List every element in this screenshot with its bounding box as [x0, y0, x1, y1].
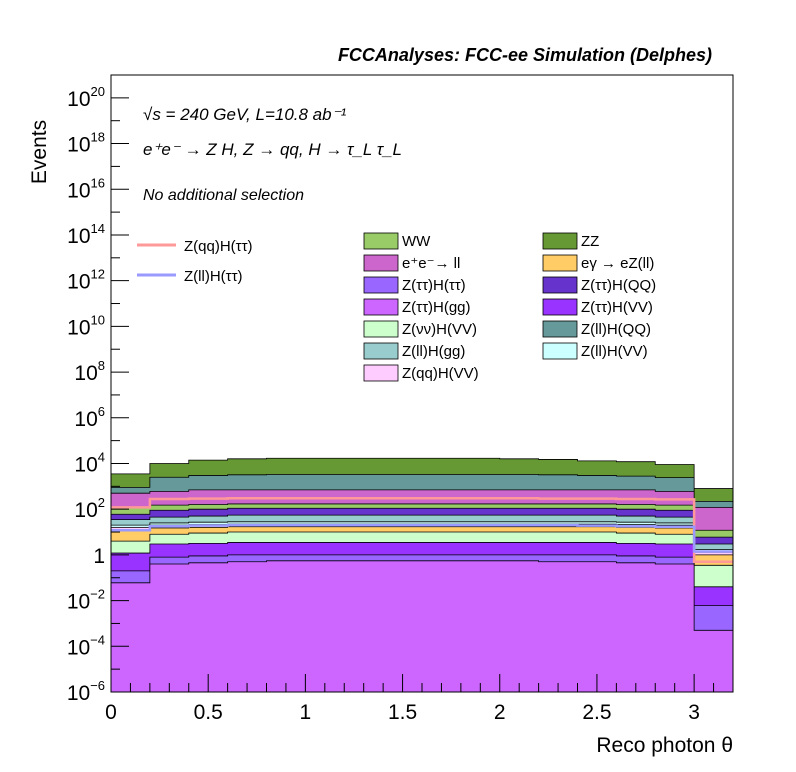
x-tick-label: 3 [688, 701, 700, 724]
legend-fill-swatch [542, 342, 578, 360]
stack-z-h-gg- [110, 560, 734, 693]
legend-fill-swatch [363, 320, 399, 338]
legend-entry-label: Z(ττ)H(ττ) [402, 277, 466, 294]
energy-lumi-annotation: √s = 240 GeV, L=10.8 ab⁻¹ [143, 105, 347, 124]
y-tick-label: 1020 [67, 84, 105, 111]
legend-fill-swatch [363, 298, 399, 316]
legend-entry-label: Z(νν)H(VV) [402, 321, 477, 338]
y-tick-label: 1010 [67, 312, 105, 339]
y-tick-label: 108 [74, 358, 105, 385]
legend-fill-swatch [542, 298, 578, 316]
legend-fill-swatch [363, 276, 399, 294]
legend-entry-label: Z(ττ)H(QQ) [581, 277, 656, 294]
chart-title: FCCAnalyses: FCC-ee Simulation (Delphes) [338, 45, 712, 65]
y-tick-label: 1012 [67, 267, 105, 294]
legend-fill-swatch [363, 364, 399, 382]
y-tick-label: 10−6 [67, 678, 105, 705]
legend-entry-label: WW [402, 233, 431, 250]
y-tick-label: 1014 [67, 221, 105, 248]
x-tick-label: 0 [105, 701, 117, 724]
legend-entry-label: Z(ll)H(ττ) [184, 268, 243, 285]
x-tick-label: 1 [300, 701, 312, 724]
legend-entry-label: Z(ll)H(QQ) [581, 321, 651, 338]
legend-entry-label: Z(ll)H(VV) [581, 343, 648, 360]
x-tick-label: 1.5 [388, 701, 417, 724]
legend-fill-swatch [542, 320, 578, 338]
y-tick-label: 104 [74, 449, 105, 476]
y-tick-label: 10−4 [67, 632, 105, 659]
x-axis-label: Reco photon θ [596, 734, 733, 757]
y-tick-label: 10−2 [67, 587, 105, 614]
y-axis-label: Events [28, 120, 51, 184]
selection-annotation: No additional selection [143, 187, 304, 204]
signal-lines [111, 497, 733, 564]
x-tick-label: 2.5 [582, 701, 611, 724]
signal-line-z-ll-h- [111, 523, 733, 553]
legend-entry-label: Z(ττ)H(VV) [581, 299, 653, 316]
legend-fill-swatch [363, 232, 399, 250]
legend-entry-label: Z(qq)H(VV) [402, 365, 479, 382]
legend-fill-swatch [542, 232, 578, 250]
x-tick-label: 2 [494, 701, 506, 724]
legend-fill-swatch [363, 342, 399, 360]
y-tick-label: 1016 [67, 175, 105, 202]
process-annotation: e⁺e⁻ → Z H, Z → qq, H → τ_L τ_L [143, 140, 402, 159]
y-tick-label: 1 [93, 545, 105, 568]
legend-entry-label: eγ → eZ(ll) [581, 255, 654, 272]
legend-entry-label: Z(ll)H(gg) [402, 343, 465, 360]
signal-line-z-qq-h- [111, 497, 733, 564]
y-tick-label: 102 [74, 495, 105, 522]
y-tick-label: 1018 [67, 130, 105, 157]
legend: Z(qq)H(ττ) Z(ll)H(ττ) WW e⁺e⁻→ ll Z(ττ)H(ττ)… [137, 232, 656, 382]
legend-fill-swatch [363, 254, 399, 272]
legend-entry-label: ZZ [581, 233, 599, 250]
legend-entry-label: Z(ττ)H(gg) [402, 299, 471, 316]
stacked-histogram [110, 457, 734, 693]
y-tick-label: 106 [74, 404, 105, 431]
legend-entry-label: e⁺e⁻→ ll [402, 255, 460, 272]
legend-fill-swatch [542, 276, 578, 294]
axes: 0 0.5 1 1.5 2 2.5 3 10−6 10−4 10−2 1 102 104 106 108 10… [67, 84, 715, 724]
legend-entry-label: Z(qq)H(ττ) [184, 238, 253, 255]
x-tick-label: 0.5 [194, 701, 223, 724]
legend-fill-swatch [542, 254, 578, 272]
